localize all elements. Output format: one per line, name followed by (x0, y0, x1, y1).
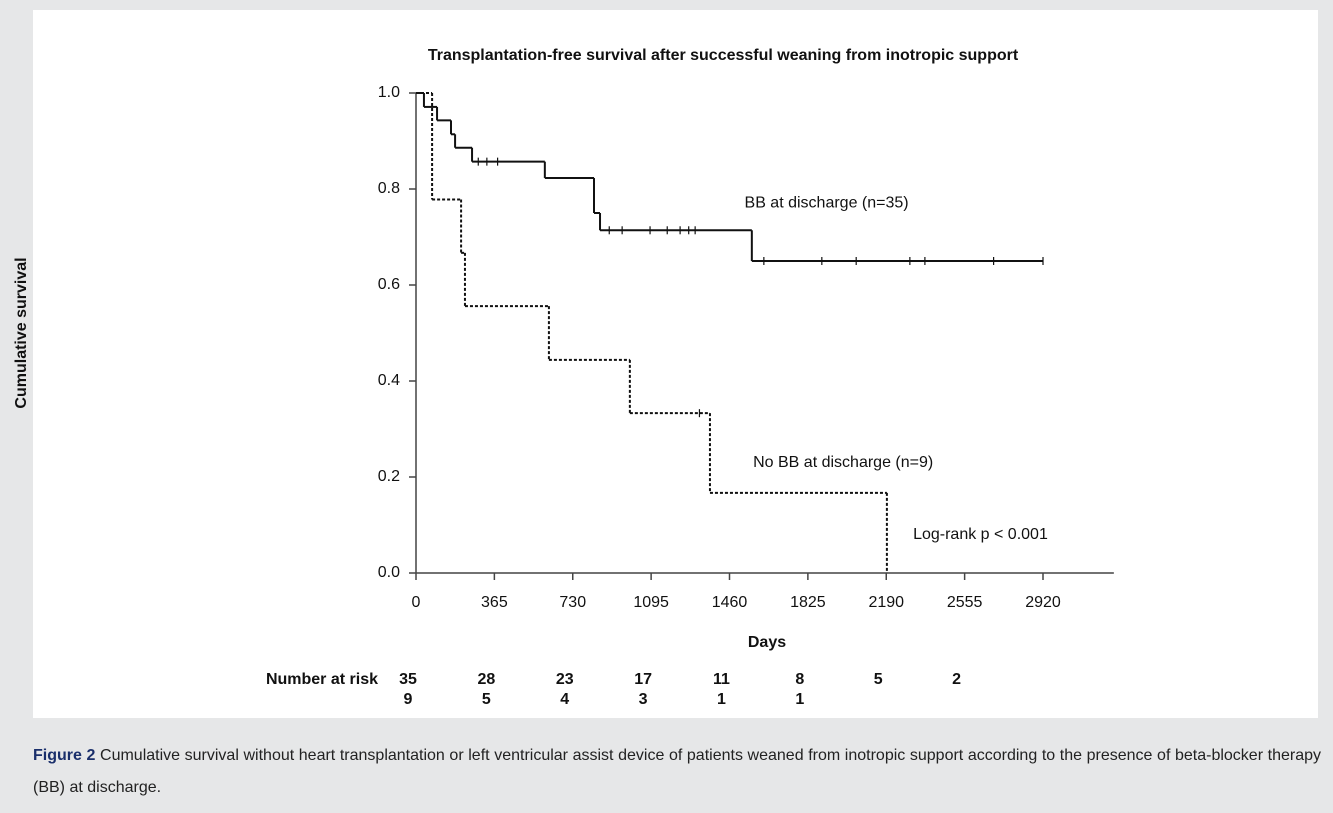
x-tick-label: 0 (412, 594, 421, 611)
x-tick-label: 2555 (947, 594, 983, 611)
x-tick-label: 365 (481, 594, 508, 611)
risk-count: 23 (556, 671, 574, 688)
x-tick-label: 1460 (712, 594, 748, 611)
figure-panel (33, 10, 1318, 718)
risk-count: 2 (952, 671, 961, 688)
annotation: Log-rank p < 0.001 (913, 526, 1048, 543)
y-tick-label: 0.2 (378, 468, 400, 485)
risk-count: 11 (713, 671, 730, 688)
risk-count: 28 (477, 671, 495, 688)
x-tick-label: 2190 (868, 594, 904, 611)
risk-count: 35 (399, 671, 417, 688)
risk-count: 5 (482, 691, 491, 708)
y-tick-label: 0.8 (378, 180, 400, 197)
caption-text: Cumulative survival without heart transp… (33, 747, 1322, 796)
caption-label: Figure 2 (33, 747, 96, 764)
risk-count: 5 (874, 671, 883, 688)
x-tick-label: 1825 (790, 594, 826, 611)
x-tick-label: 730 (559, 594, 586, 611)
x-tick-label: 1095 (633, 594, 669, 611)
y-axis-label: Cumulative survival (13, 257, 30, 408)
y-tick-label: 1.0 (378, 84, 400, 101)
x-axis-label: Days (748, 634, 786, 651)
caption: Figure 2 Cumulative survival without hea… (33, 740, 1321, 804)
y-tick-label: 0.6 (378, 276, 400, 293)
x-tick-label: 2920 (1025, 594, 1061, 611)
risk-count: 1 (717, 691, 726, 708)
chart: Transplantation-free survival after succ… (13, 47, 1114, 708)
risk-count: 1 (795, 691, 804, 708)
risk-table-label: Number at risk (266, 671, 378, 688)
annotation: No BB at discharge (n=9) (753, 454, 933, 471)
risk-count: 9 (404, 691, 413, 708)
risk-count: 4 (560, 691, 569, 708)
y-tick-label: 0.0 (378, 564, 400, 581)
y-tick-label: 0.4 (378, 372, 400, 389)
annotation: BB at discharge (n=35) (745, 195, 909, 212)
chart-title: Transplantation-free survival after succ… (428, 47, 1019, 64)
risk-count: 17 (634, 671, 652, 688)
risk-count: 3 (639, 691, 648, 708)
risk-count: 8 (795, 671, 804, 688)
